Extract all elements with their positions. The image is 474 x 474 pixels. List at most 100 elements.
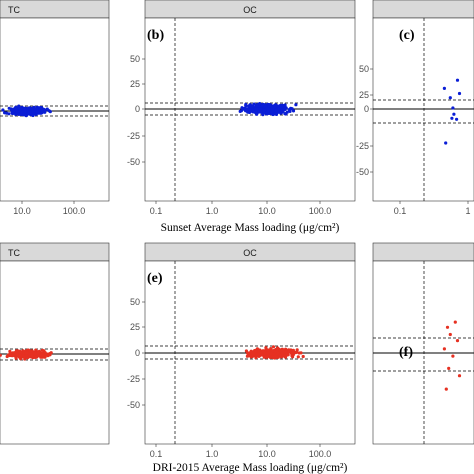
- panel-e-xtick-label: 100.0: [309, 449, 332, 459]
- scatter-point: [290, 351, 294, 355]
- scatter-point: [273, 112, 277, 116]
- scatter-point: [280, 351, 284, 355]
- scatter-point: [273, 105, 277, 109]
- scatter-point: [447, 366, 451, 370]
- panel-c-ytick-label: -50: [356, 167, 369, 177]
- panel-c-x-ticks: 0.1 1: [394, 201, 471, 216]
- scatter-point: [30, 354, 34, 358]
- panel-d-strip-title: TC: [8, 248, 20, 258]
- panel-b-ytick-label: 0: [135, 104, 140, 114]
- panel-a-xtick-label: 10.0: [13, 206, 31, 216]
- panel-c-ytick-label: -25: [356, 141, 369, 151]
- scatter-point: [19, 106, 23, 111]
- scatter-point: [280, 348, 284, 352]
- scatter-point: [4, 111, 9, 115]
- scatter-point: [14, 356, 18, 360]
- scatter-point: [241, 107, 245, 111]
- panel-e-ytick-label: 25: [130, 322, 140, 332]
- panel-e-ytick-label: -50: [127, 400, 140, 410]
- scatter-point: [451, 354, 455, 358]
- scatter-point: [15, 109, 19, 113]
- scatter-point: [457, 374, 462, 378]
- scatter-point: [278, 353, 282, 357]
- panel-c-strip: [372, 0, 474, 19]
- scatter-point: [14, 105, 18, 109]
- panel-b-letter: (b): [147, 28, 164, 43]
- scatter-point: [265, 355, 269, 359]
- panel-a-strip-title: TC: [8, 5, 20, 15]
- scatter-point: [442, 347, 446, 351]
- scatter-point: [294, 103, 298, 107]
- scatter-point: [279, 105, 283, 109]
- panel-e-y-ticks: 50 25 0 -25 -50: [127, 297, 145, 410]
- scatter-point: [27, 107, 31, 111]
- panel-b: OC (b) 50 25 0 -25 -50 0.1 1.0 10.0: [127, 0, 356, 234]
- scatter-point: [254, 348, 258, 353]
- scatter-point: [34, 348, 38, 352]
- scatter-point: [256, 348, 260, 353]
- scatter-point: [25, 351, 29, 355]
- panel-e-xtick-label: 10.0: [258, 449, 276, 459]
- scatter-point: [442, 86, 446, 90]
- scatter-point: [258, 107, 263, 111]
- scatter-point: [455, 78, 460, 82]
- scatter-point: [276, 351, 280, 355]
- scatter-point: [28, 110, 32, 114]
- panel-f: (f): [372, 242, 474, 445]
- scatter-point: [452, 112, 456, 116]
- panel-e-letter: (e): [147, 271, 163, 286]
- scatter-point: [20, 110, 24, 114]
- panel-b-xtick-label: 0.1: [150, 206, 163, 216]
- panel-c-ytick-label: 25: [359, 90, 369, 100]
- scatter-point: [283, 353, 287, 357]
- scatter-point: [290, 107, 294, 111]
- scatter-point: [15, 352, 19, 357]
- panel-a-x-ticks: 10.0 100.0: [13, 201, 85, 216]
- scatter-point: [45, 107, 49, 111]
- scatter-point: [453, 320, 457, 324]
- panel-d-points: [0, 348, 53, 361]
- scatter-point: [258, 110, 262, 114]
- scatter-point: [283, 112, 287, 116]
- panel-b-xtick-label: 100.0: [309, 206, 332, 216]
- scatter-point: [451, 106, 455, 110]
- panel-b-xtick-label: 10.0: [258, 206, 276, 216]
- scatter-point: [296, 355, 300, 359]
- panel-a-points: [1, 104, 52, 118]
- scatter-point: [18, 353, 22, 357]
- panel-b-strip-title: OC: [243, 5, 257, 15]
- panel-e-points: [244, 345, 305, 360]
- scatter-point: [277, 108, 281, 113]
- scatter-point: [261, 113, 265, 117]
- scatter-point: [253, 110, 258, 114]
- scatter-point: [256, 353, 260, 357]
- panel-c-letter: (c): [399, 28, 415, 43]
- scatter-point: [23, 107, 27, 111]
- scatter-point: [7, 112, 11, 116]
- scatter-point: [448, 96, 452, 100]
- scatter-point: [262, 351, 266, 356]
- scatter-point: [245, 109, 249, 113]
- scatter-point: [273, 354, 277, 358]
- panel-a-xtick-label: 100.0: [63, 206, 86, 216]
- scatter-point: [8, 353, 12, 358]
- panel-b-ytick-label: 25: [130, 79, 140, 89]
- scatter-point: [244, 104, 248, 108]
- scatter-point: [265, 106, 270, 110]
- scatter-point: [301, 354, 305, 359]
- panel-e-ytick-label: -25: [127, 374, 140, 384]
- panel-b-points: [238, 102, 298, 117]
- scatter-point: [279, 109, 283, 113]
- panel-b-x-ticks: 0.1 1.0 10.0 100.0: [150, 201, 332, 216]
- scatter-point: [262, 108, 266, 112]
- scatter-point: [248, 108, 252, 112]
- panel-b-x-axis-label: Sunset Average Mass loading (μg/cm²): [161, 222, 340, 234]
- scatter-point: [269, 352, 273, 356]
- scatter-point: [247, 104, 251, 108]
- scatter-point: [445, 325, 450, 329]
- scatter-point: [15, 350, 20, 354]
- scatter-point: [40, 107, 44, 112]
- panel-e-x-ticks: 0.1 1.0 10.0 100.0: [150, 444, 332, 459]
- panel-b-y-ticks: 50 25 0 -25 -50: [127, 54, 145, 167]
- panel-c-xtick-label: 1: [465, 206, 470, 216]
